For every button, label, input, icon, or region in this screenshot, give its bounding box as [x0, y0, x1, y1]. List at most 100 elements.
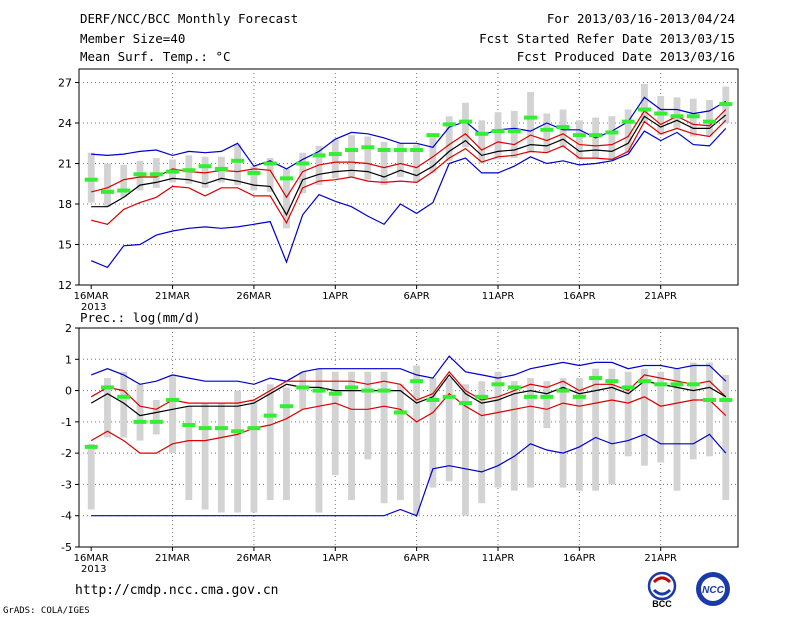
median-marker — [263, 413, 277, 418]
median-marker — [524, 394, 538, 399]
ensemble-box — [413, 365, 421, 516]
median-marker — [442, 122, 456, 127]
median-marker — [654, 111, 668, 116]
ensemble-box — [331, 371, 339, 476]
median-marker — [556, 125, 570, 130]
median-marker — [572, 394, 586, 399]
median-marker — [361, 145, 375, 150]
x-tick-label: 6APR — [404, 291, 430, 302]
ensemble-box — [706, 362, 713, 457]
x-tick-label: 21MAR — [155, 553, 190, 564]
series-line-mean — [90, 373, 727, 417]
median-marker — [149, 419, 163, 424]
y-tick-label: -2 — [61, 447, 72, 460]
median-marker — [507, 385, 521, 390]
median-marker — [312, 388, 326, 393]
median-marker — [100, 385, 114, 390]
median-marker — [540, 127, 554, 132]
y-tick-label: 21 — [58, 158, 72, 171]
ensemble-box — [657, 96, 665, 136]
ensemble-box — [169, 374, 176, 454]
y-tick-label: -5 — [61, 541, 72, 554]
ensemble-box — [641, 368, 648, 466]
ensemble-box — [315, 368, 323, 513]
median-marker — [345, 148, 359, 152]
x-tick-label: 1APR — [322, 291, 348, 302]
series-line-mean-minus-std — [91, 119, 727, 225]
median-marker — [84, 177, 98, 182]
median-marker — [540, 394, 554, 399]
median-marker — [312, 153, 326, 158]
median-marker — [393, 410, 407, 415]
ensemble-box — [706, 100, 713, 137]
median-marker — [133, 419, 147, 424]
median-marker — [166, 169, 180, 174]
ensemble-box — [104, 378, 111, 438]
bcc-logo: BCC — [647, 571, 677, 609]
median-marker — [458, 119, 472, 124]
median-marker — [507, 129, 521, 134]
ensemble-box — [543, 113, 551, 153]
ensemble-box — [527, 91, 534, 153]
median-marker — [719, 397, 733, 402]
ensemble-box — [266, 158, 274, 192]
refer-date-label: Fcst Started Refer Date 2013/03/15 — [479, 31, 735, 46]
ensemble-box — [299, 152, 307, 194]
median-marker — [84, 444, 98, 449]
median-marker — [703, 119, 717, 124]
figure-title: DERF/NCC/BCC Monthly Forecast — [80, 11, 299, 26]
median-marker — [117, 394, 131, 399]
ensemble-box — [494, 371, 502, 488]
ensemble-box — [429, 137, 437, 173]
variable-label-temperature: Mean Surf. Temp.: °C — [80, 49, 231, 64]
median-marker — [263, 161, 277, 166]
ensemble-box — [462, 384, 469, 516]
y-tick-label: -3 — [61, 478, 72, 491]
ensemble-box — [266, 384, 274, 501]
x-tick-label: 2013 — [81, 564, 106, 575]
x-tick-label: 21APR — [644, 553, 677, 564]
median-marker — [556, 388, 570, 393]
ensemble-box — [657, 371, 665, 463]
ensemble-box — [575, 378, 583, 491]
source-url[interactable]: http://cmdp.ncc.cma.gov.cn — [75, 583, 279, 598]
x-tick-label: 11APR — [482, 291, 515, 302]
ensemble-box — [413, 144, 421, 183]
median-marker — [345, 385, 359, 390]
ensemble-box — [250, 399, 258, 513]
median-marker — [442, 394, 456, 399]
ensemble-box — [348, 371, 355, 501]
member-size-label: Member Size=40 — [80, 31, 186, 46]
x-tick-label: 26MAR — [236, 553, 271, 564]
x-tick-label: 2013 — [81, 302, 106, 313]
median-marker — [377, 388, 391, 393]
ensemble-box — [87, 152, 95, 203]
ensemble-box — [722, 374, 730, 501]
ensemble-box — [120, 371, 128, 438]
ensemble-box — [592, 368, 600, 491]
ensemble-box — [364, 371, 372, 460]
y-tick-label: 0 — [65, 385, 72, 398]
median-marker — [296, 385, 310, 390]
ensemble-box — [87, 443, 95, 510]
ensemble-box — [152, 399, 160, 435]
y-tick-label: 27 — [58, 77, 72, 90]
median-marker — [670, 114, 684, 119]
median-marker — [670, 382, 684, 387]
variable-label-precipitation: Prec.: log(mm/d) — [80, 310, 200, 325]
median-marker — [247, 170, 261, 175]
median-marker — [621, 119, 635, 124]
forecast-period-label: For 2013/03/16-2013/04/24 — [546, 11, 735, 26]
x-tick-label: 6APR — [404, 553, 430, 564]
median-marker — [166, 397, 180, 402]
ensemble-box — [673, 97, 681, 129]
x-tick-label: 26MAR — [236, 291, 271, 302]
median-marker — [637, 107, 651, 112]
x-tick-label: 21MAR — [155, 291, 190, 302]
median-marker — [621, 385, 635, 390]
ensemble-box — [624, 371, 632, 457]
ensemble-box — [445, 378, 453, 482]
ensemble-box — [348, 135, 355, 177]
